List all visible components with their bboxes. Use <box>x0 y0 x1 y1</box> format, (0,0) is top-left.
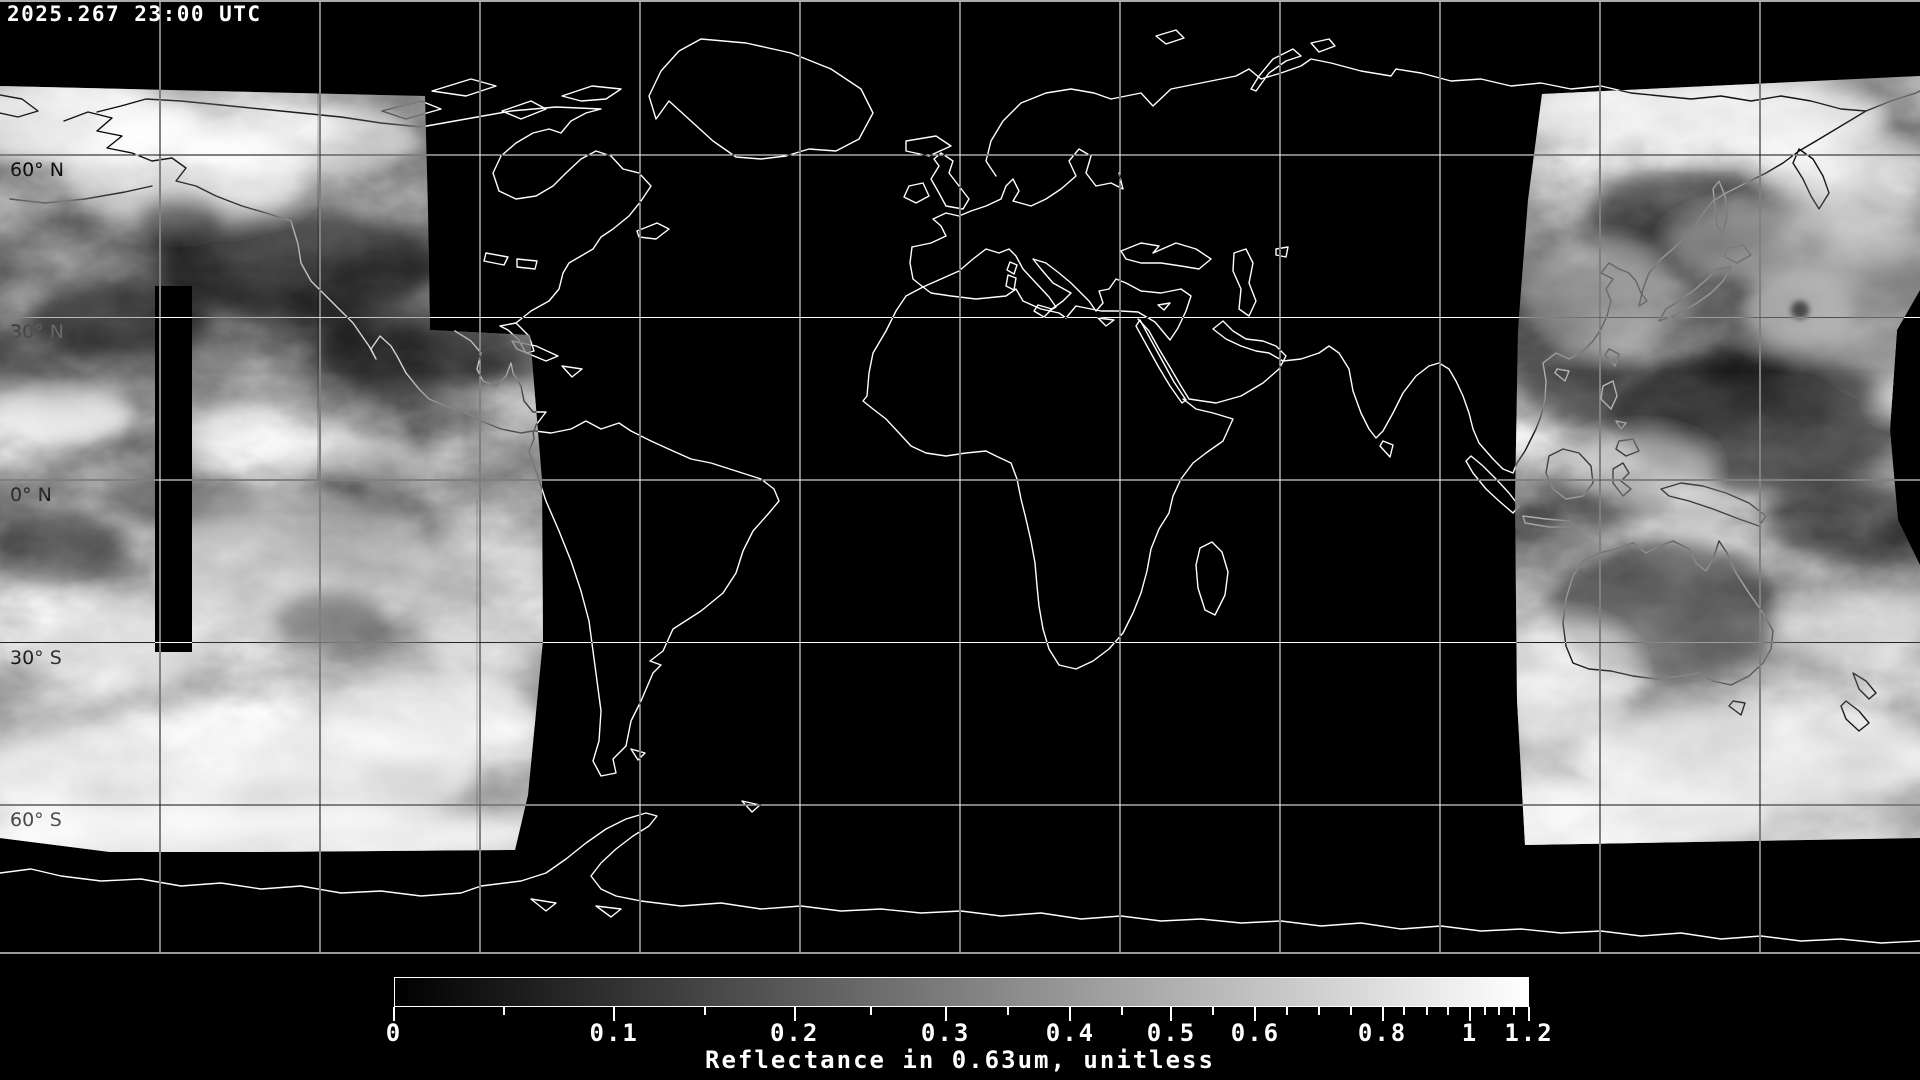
colorbar-gradient <box>394 977 1529 1007</box>
colorbar-minor-tick <box>1447 1007 1450 1015</box>
colorbar-major-tick <box>613 1007 616 1021</box>
colorbar-major-tick <box>944 1007 947 1021</box>
colorbar-minor-tick <box>503 1007 506 1015</box>
latitude-label: 30° N <box>10 321 64 344</box>
latitude-label: 30° S <box>10 646 62 669</box>
colorbar-minor-tick <box>1318 1007 1321 1015</box>
colorbar-minor-tick <box>1120 1007 1123 1015</box>
colorbar-major-tick <box>1528 1007 1530 1021</box>
colorbar-tick-label: 0.4 <box>1045 1019 1096 1047</box>
colorbar-major-tick <box>1170 1007 1173 1021</box>
colorbar-major-tick <box>393 1007 395 1021</box>
colorbar-minor-tick <box>1007 1007 1010 1015</box>
colorbar-minor-tick <box>1349 1007 1352 1015</box>
timestamp-label: 2025.267 23:00 UTC <box>7 2 262 26</box>
colorbar-minor-tick <box>1286 1007 1289 1015</box>
colorbar-minor-tick <box>1425 1007 1428 1015</box>
colorbar-major-tick <box>1254 1007 1257 1021</box>
colorbar-minor-tick <box>1212 1007 1215 1015</box>
colorbar-tick-label: 0.6 <box>1230 1019 1281 1047</box>
latitude-label: 0° N <box>10 484 52 506</box>
coastlines <box>0 29 1920 944</box>
colorbar-tick-label: 1.2 <box>1504 1019 1554 1047</box>
colorbar-minor-tick <box>703 1007 706 1015</box>
colorbar-tick-label: 0.5 <box>1146 1019 1197 1047</box>
data-gap-notch <box>155 286 192 652</box>
colorbar-minor-tick <box>1498 1007 1501 1015</box>
colorbar-tick-label: 1 <box>1461 1019 1479 1047</box>
colorbar-tick-label: 0 <box>385 1019 403 1047</box>
colorbar-minor-tick <box>869 1007 872 1015</box>
graticule <box>0 1 1920 953</box>
colorbar-tick-label: 0.2 <box>769 1019 820 1047</box>
colorbar-tick-label: 0.8 <box>1357 1019 1408 1047</box>
colorbar-caption: Reflectance in 0.63um, unitless <box>705 1046 1215 1074</box>
colorbar-minor-tick <box>1513 1007 1516 1015</box>
colorbar-major-tick <box>1069 1007 1072 1021</box>
latitude-label: 60° S <box>10 809 62 831</box>
colorbar-minor-tick <box>1403 1007 1406 1015</box>
colorbar-major-tick <box>1468 1007 1471 1021</box>
latitude-label: 60° N <box>10 158 64 181</box>
colorbar-major-tick <box>793 1007 796 1021</box>
colorbar-tick-label: 0.1 <box>589 1019 639 1047</box>
colorbar-tick-label: 0.3 <box>920 1019 971 1047</box>
colorbar-major-tick <box>1381 1007 1384 1021</box>
colorbar-minor-tick <box>1483 1007 1486 1015</box>
